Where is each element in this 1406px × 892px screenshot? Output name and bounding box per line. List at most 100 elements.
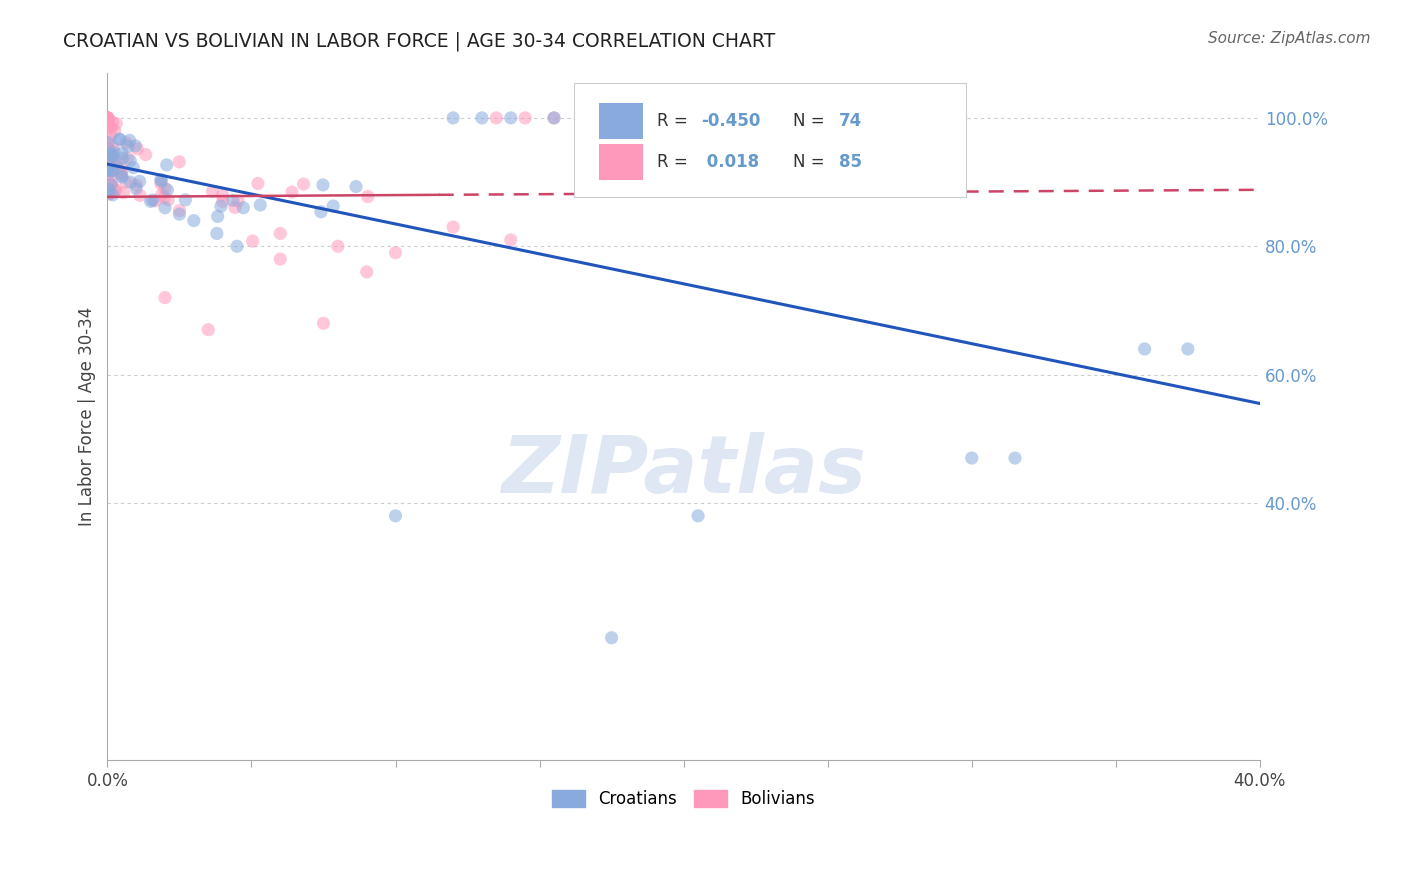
Point	[226, 239, 249, 253]
Point	[197, 323, 219, 337]
Point	[309, 204, 332, 219]
Text: R =: R =	[657, 112, 693, 130]
Point	[357, 189, 380, 203]
Point	[101, 140, 124, 154]
Point	[153, 190, 176, 204]
Point	[117, 151, 139, 165]
Point	[571, 111, 593, 125]
Point	[97, 112, 120, 126]
Point	[100, 169, 122, 184]
Point	[108, 132, 131, 146]
Point	[96, 111, 118, 125]
Point	[111, 151, 134, 165]
Point	[104, 183, 127, 197]
Point	[153, 291, 176, 305]
Point	[98, 118, 121, 132]
Point	[1177, 342, 1199, 356]
Point	[201, 185, 224, 199]
Point	[149, 177, 172, 191]
Point	[312, 316, 335, 330]
Point	[100, 164, 122, 178]
Point	[157, 193, 180, 207]
Point	[105, 183, 128, 197]
Point	[600, 111, 623, 125]
Point	[100, 178, 122, 192]
Point	[150, 174, 173, 188]
Point	[97, 134, 120, 148]
Point	[100, 147, 122, 161]
Point	[211, 188, 233, 202]
Point	[96, 111, 118, 125]
Text: Source: ZipAtlas.com: Source: ZipAtlas.com	[1208, 31, 1371, 46]
Point	[98, 158, 121, 172]
Point	[96, 111, 118, 125]
Point	[153, 201, 176, 215]
Point	[441, 219, 464, 234]
Point	[128, 174, 150, 188]
Point	[600, 111, 623, 125]
Point	[127, 142, 149, 156]
Bar	[599, 103, 644, 139]
Point	[222, 194, 245, 208]
Point	[117, 139, 139, 153]
Point	[96, 163, 118, 178]
Point	[96, 111, 118, 125]
Text: 85: 85	[839, 153, 862, 171]
Point	[142, 193, 165, 207]
Text: R =: R =	[657, 153, 693, 171]
Point	[149, 172, 172, 186]
Point	[97, 177, 120, 191]
Point	[211, 194, 233, 209]
Point	[98, 147, 121, 161]
Point	[269, 227, 291, 241]
Point	[96, 111, 118, 125]
Point	[120, 153, 142, 168]
Point	[156, 158, 179, 172]
Point	[101, 148, 124, 162]
Point	[100, 153, 122, 167]
Text: 0.018: 0.018	[702, 153, 759, 171]
Legend: Croatians, Bolivians: Croatians, Bolivians	[546, 783, 823, 814]
Point	[150, 187, 173, 202]
Point	[326, 239, 349, 253]
Text: ZIPatlas: ZIPatlas	[501, 433, 866, 510]
Point	[686, 508, 709, 523]
Point	[499, 111, 522, 125]
Point	[96, 111, 118, 125]
FancyBboxPatch shape	[574, 83, 966, 196]
Point	[571, 111, 593, 125]
Point	[167, 154, 190, 169]
Point	[269, 252, 291, 266]
Point	[112, 186, 135, 200]
Point	[169, 207, 191, 221]
Point	[100, 178, 122, 192]
Bar	[599, 145, 644, 180]
Point	[103, 145, 125, 160]
Point	[96, 141, 118, 155]
Point	[543, 111, 565, 125]
Point	[356, 265, 378, 279]
Point	[135, 147, 157, 161]
Point	[441, 111, 464, 125]
Point	[111, 146, 134, 161]
Point	[97, 183, 120, 197]
Point	[96, 111, 118, 125]
Point	[125, 178, 148, 192]
Point	[110, 167, 132, 181]
Point	[960, 451, 983, 466]
Point	[129, 188, 152, 202]
Point	[543, 111, 565, 125]
Point	[205, 227, 228, 241]
Text: -0.450: -0.450	[702, 112, 761, 130]
Point	[174, 193, 197, 207]
Point	[515, 111, 537, 125]
Point	[124, 139, 146, 153]
Point	[105, 117, 128, 131]
Point	[120, 175, 142, 189]
Point	[169, 203, 191, 218]
Point	[224, 201, 246, 215]
Point	[111, 170, 134, 185]
Point	[101, 164, 124, 178]
Point	[249, 198, 271, 212]
Point	[101, 187, 124, 202]
